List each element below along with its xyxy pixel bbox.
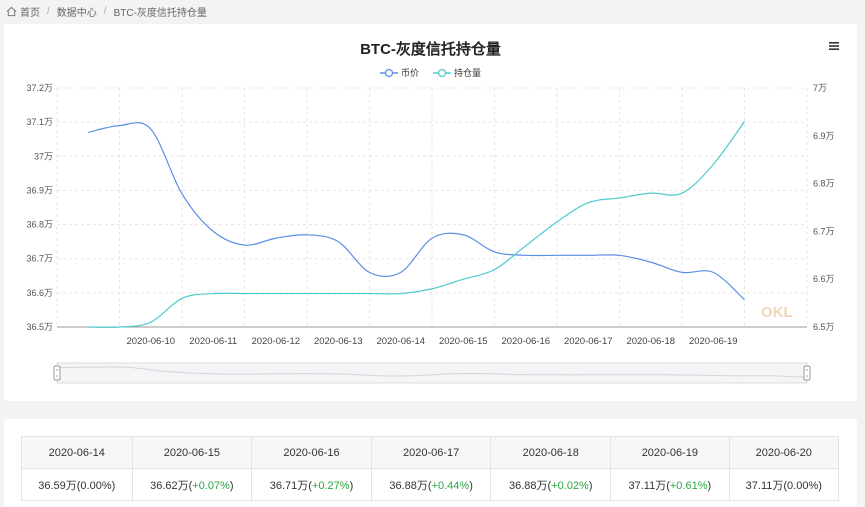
- cell-value: 36.88万: [389, 479, 428, 492]
- y-left-tick-label: 36.9万: [26, 185, 53, 195]
- table-header-date: 2020-06-16: [251, 436, 372, 469]
- cell-change: (0.00%): [783, 479, 822, 492]
- x-tick-label: 2020-06-13: [314, 336, 363, 347]
- x-tick-label: 2020-06-18: [626, 336, 675, 347]
- cell-value: 37.11万: [745, 479, 784, 492]
- table-header-date: 2020-06-14: [21, 436, 133, 469]
- breadcrumb-separator: /: [103, 5, 107, 17]
- slider-handle-right[interactable]: [803, 365, 811, 381]
- cell-change: (+0.07%): [188, 479, 234, 492]
- menu-icon[interactable]: [828, 40, 840, 52]
- breadcrumb-current: BTC-灰度信托持仓量: [113, 7, 207, 19]
- y-right-tick-label: 6.5万: [813, 322, 835, 332]
- cell-value: 36.62万: [150, 479, 189, 492]
- y-left-tick-label: 37万: [34, 151, 53, 161]
- y-left-tick-label: 37.2万: [26, 83, 53, 93]
- slider-handle-left[interactable]: [53, 365, 61, 381]
- breadcrumb: 首页 / 数据中心 / BTC-灰度信托持仓量: [6, 3, 207, 19]
- y-left-tick-label: 37.1万: [26, 117, 53, 127]
- cell-change: (0.00%): [76, 479, 116, 492]
- cell-value: 36.71万: [269, 479, 309, 492]
- x-tick-label: 2020-06-19: [689, 336, 738, 347]
- x-tick-label: 2020-06-10: [126, 336, 175, 347]
- y-left-tick-label: 36.6万: [26, 288, 53, 298]
- y-right-tick-label: 7万: [813, 83, 827, 93]
- cell-change: (+0.61%): [666, 479, 712, 492]
- cell-change: (+0.02%): [547, 479, 593, 492]
- chart-card: BTC-灰度信托持仓量 币价 持仓量 36.5万 36.6万 36.7万 36.8万 3…: [4, 24, 857, 401]
- table-cell: 37.11万(+0.61%): [610, 468, 730, 501]
- chart-legend: 币价 持仓量: [4, 66, 857, 79]
- y-right-tick-label: 6.9万: [813, 131, 835, 141]
- y-left-tick-label: 36.5万: [26, 322, 53, 332]
- legend-price-label: 币价: [400, 68, 419, 78]
- legend-holdings-symbol: [433, 68, 451, 77]
- x-tick-label: 2020-06-15: [439, 336, 488, 347]
- home-icon: [6, 6, 17, 16]
- y-right-tick-label: 6.7万: [813, 226, 835, 236]
- slider-track: [56, 362, 808, 384]
- y-left-tick-label: 36.7万: [26, 254, 53, 264]
- x-tick-label: 2020-06-12: [251, 336, 300, 347]
- table-cell: 37.11万(0.00%): [728, 468, 840, 501]
- table-header-date: 2020-06-17: [370, 436, 492, 469]
- table-header-row: 2020-06-14 2020-06-15 2020-06-16 2020-06-17…: [21, 436, 840, 469]
- y-right-tick-label: 6.6万: [813, 274, 835, 284]
- cell-value: 36.88万: [509, 479, 548, 492]
- breadcrumb-data-center[interactable]: 数据中心: [56, 7, 97, 19]
- table-cell: 36.59万(0.00%): [21, 468, 133, 501]
- cell-value: 36.59万: [38, 479, 77, 492]
- cell-change-percent: +0.61%: [669, 479, 708, 492]
- cell-change-percent: +0.07%: [192, 479, 230, 492]
- table-header-date: 2020-06-18: [490, 436, 612, 469]
- table-header-date: 2020-06-15: [131, 436, 253, 469]
- cell-change-percent: +0.27%: [311, 479, 350, 492]
- axes: 36.5万 36.6万 36.7万 36.8万 36.9万 37万 37.1万 37.2万 6.…: [26, 83, 834, 347]
- line-chart: 36.5万 36.6万 36.7万 36.8万 36.9万 37万 37.1万 37.2万 6.…: [26, 83, 835, 384]
- price-change-table: 2020-06-14 2020-06-15 2020-06-16 2020-06-17…: [21, 436, 840, 501]
- x-tick-label: 2020-06-11: [189, 336, 237, 347]
- table-cell: 36.62万(+0.07%): [131, 468, 253, 501]
- series-group: [88, 121, 745, 328]
- cell-change: (+0.27%): [308, 479, 354, 492]
- x-tick-label: 2020-06-16: [501, 336, 550, 347]
- table-header-date: 2020-06-20: [728, 436, 840, 469]
- chart-title: BTC-灰度信托持仓量: [360, 41, 501, 58]
- oklink-watermark: OKL: [761, 304, 793, 321]
- x-tick-label: 2020-06-14: [376, 336, 425, 347]
- legend-holdings-label: 持仓量: [454, 68, 482, 78]
- cell-change-percent: +0.44%: [431, 479, 470, 492]
- table-cell: 36.88万(+0.02%): [490, 468, 612, 501]
- series-line-holdings: [88, 121, 745, 328]
- cell-value: 37.11万: [628, 479, 667, 492]
- table-header-date: 2020-06-19: [610, 436, 730, 469]
- cell-change: (+0.44%): [427, 479, 473, 492]
- breadcrumb-separator: /: [47, 5, 50, 17]
- table-card: 2020-06-14 2020-06-15 2020-06-16 2020-06-17…: [4, 419, 857, 507]
- datazoom-slider[interactable]: [53, 362, 811, 384]
- y-right-tick-label: 6.8万: [813, 179, 835, 189]
- grid: [56, 87, 808, 328]
- legend-item-price[interactable]: 币价: [379, 66, 419, 79]
- breadcrumb-home[interactable]: 首页: [20, 7, 40, 19]
- y-left-tick-label: 36.8万: [26, 220, 53, 230]
- table-cell: 36.88万(+0.44%): [370, 468, 492, 501]
- legend-item-holdings[interactable]: 持仓量: [433, 66, 481, 79]
- slider-preview-line: [56, 366, 808, 378]
- cell-change-percent: +0.02%: [551, 479, 589, 492]
- series-line-price: [88, 122, 745, 301]
- legend-price-symbol: [379, 68, 398, 77]
- x-tick-label: 2020-06-17: [564, 336, 613, 347]
- table-cell: 36.71万(+0.27%): [251, 468, 372, 501]
- table-row: 36.59万(0.00%) 36.62万(+0.07%) 36.71万(+0.27%…: [21, 468, 840, 501]
